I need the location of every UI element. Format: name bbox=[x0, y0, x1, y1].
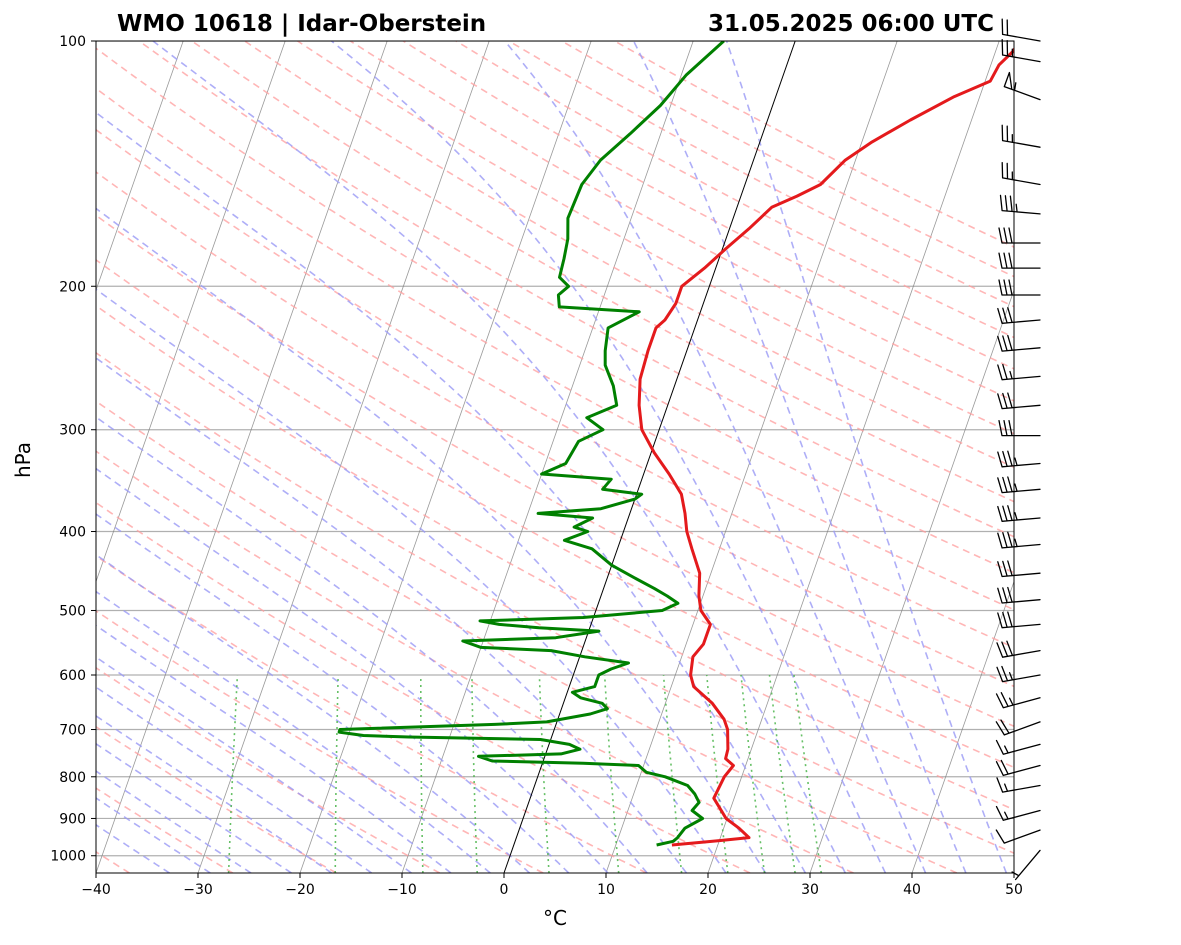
y-tick-label: 900 bbox=[59, 811, 86, 827]
x-tick-label: −40 bbox=[81, 882, 111, 898]
y-tick-label: 500 bbox=[59, 603, 86, 619]
y-axis-label: hPa bbox=[11, 442, 35, 478]
chart-title-time: 31.05.2025 06:00 UTC bbox=[708, 11, 994, 37]
x-tick-label: −10 bbox=[387, 882, 417, 898]
y-tick-label: 1000 bbox=[50, 849, 86, 865]
chart-title-station: WMO 10618 | Idar-Oberstein bbox=[117, 11, 486, 37]
y-tick-label: 100 bbox=[59, 34, 86, 50]
y-tick-label: 800 bbox=[59, 770, 86, 786]
y-tick-label: 600 bbox=[59, 668, 86, 684]
x-tick-label: −30 bbox=[183, 882, 213, 898]
y-tick-label: 200 bbox=[59, 279, 86, 295]
x-tick-label: 0 bbox=[500, 882, 509, 898]
x-tick-label: 50 bbox=[1005, 882, 1023, 898]
y-tick-label: 300 bbox=[59, 423, 86, 439]
x-tick-label: −20 bbox=[285, 882, 315, 898]
x-tick-label: 20 bbox=[699, 882, 717, 898]
x-tick-label: 10 bbox=[597, 882, 615, 898]
y-tick-label: 700 bbox=[59, 723, 86, 739]
y-tick-label: 400 bbox=[59, 525, 86, 541]
x-tick-label: 40 bbox=[903, 882, 921, 898]
x-tick-label: 30 bbox=[801, 882, 819, 898]
x-axis-label: °C bbox=[543, 906, 567, 930]
